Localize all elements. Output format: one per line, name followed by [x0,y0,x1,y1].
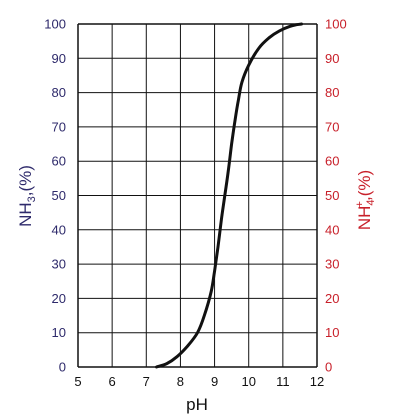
y-tick-label-right: 20 [325,291,339,306]
x-tick-label: 10 [241,374,255,389]
y-tick-label-left: 90 [52,51,66,66]
y-tick-label-left: 40 [52,222,66,237]
x-tick-label: 8 [177,374,184,389]
y-tick-label-right: 30 [325,257,339,272]
y-tick-label-right: 70 [325,119,339,134]
y-tick-label-right: 10 [325,325,339,340]
y-axis-title-right-sub: 4 [365,199,377,205]
y-axis-title-right-sup: + [354,201,366,207]
y-axis-title-right: NH4+,(%) [354,170,377,230]
y-tick-label-left: 20 [52,291,66,306]
y-tick-label-right: 60 [325,154,339,169]
y-tick-label-left: 50 [52,188,66,203]
y-tick-label-left: 0 [59,360,66,375]
y-tick-label-right: 40 [325,222,339,237]
y-tick-label-left: 100 [44,17,66,32]
x-tick-label: 12 [310,374,324,389]
y-axis-title-left: NH3,(%) [16,165,38,227]
y-axis-title-left-sub: 3 [26,196,38,202]
y-tick-label-left: 70 [52,119,66,134]
y-tick-label-left: 60 [52,154,66,169]
y-tick-label-right: 90 [325,51,339,66]
x-tick-label: 7 [143,374,150,389]
y-tick-label-right: 100 [325,17,347,32]
x-tick-label: 9 [211,374,218,389]
y-tick-label-right: 80 [325,85,339,100]
y-axis-title-left-suffix: ,(%) [16,165,35,196]
x-tick-label: 11 [276,374,290,389]
y-tick-label-right: 0 [325,360,332,375]
x-axis-title: pH [186,395,208,414]
y-axis-title-right-suffix: ,(%) [355,170,374,201]
y-tick-label-left: 80 [52,85,66,100]
x-tick-label: 6 [109,374,116,389]
y-tick-label-left: 30 [52,257,66,272]
grid [77,23,318,368]
x-tick-label: 5 [74,374,81,389]
y-axis-title-left-main: NH [16,202,35,227]
y-axis-title-right-main: NH [355,206,374,231]
series-line [155,22,304,369]
y-tick-label-left: 10 [52,325,66,340]
y-tick-label-right: 50 [325,188,339,203]
